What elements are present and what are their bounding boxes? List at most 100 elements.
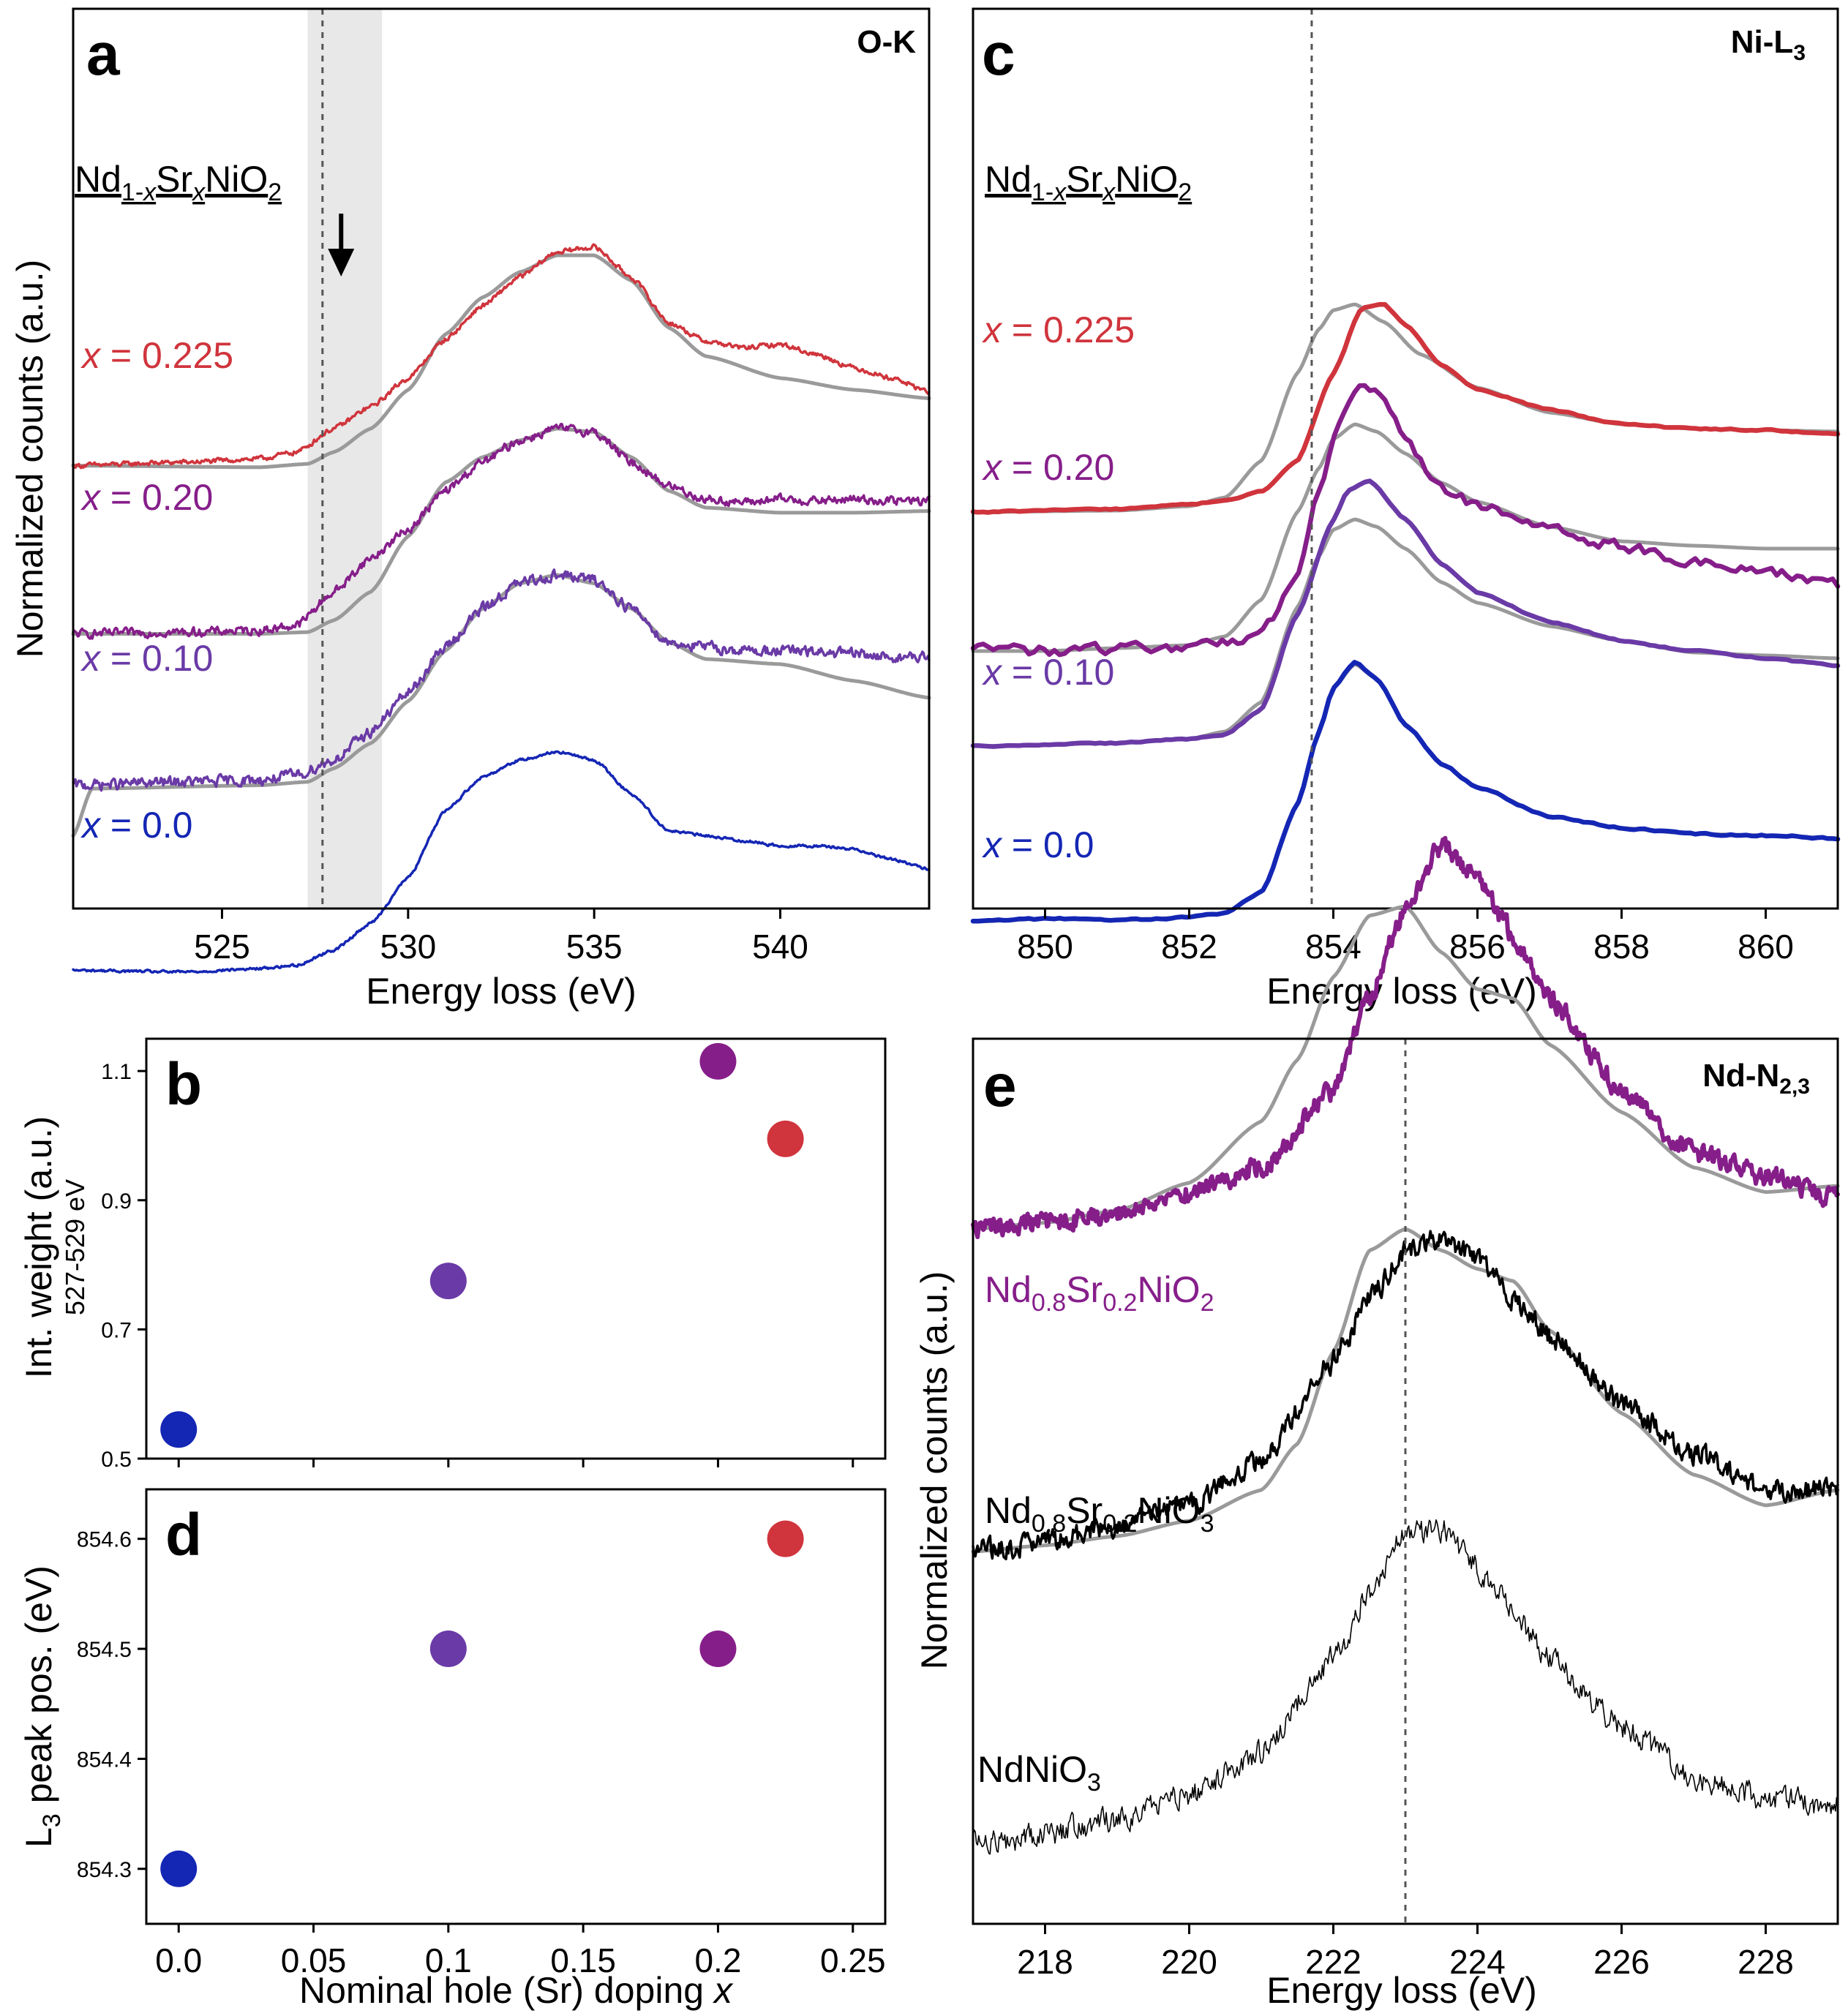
panel-c-series: [970, 301, 1841, 924]
label-x-010: x = 0.10: [80, 638, 213, 679]
x-tick-label: 0.0: [155, 1941, 202, 1979]
panel-c-x-axis-label: Energy loss (eV): [1266, 971, 1537, 1012]
panel-b-x-ticks: [177, 1459, 854, 1467]
panel-e-frame: [972, 1037, 1839, 1925]
x-tick-label: 228: [1738, 1943, 1794, 1981]
series-x-0-0: [72, 750, 931, 974]
label-x-0225: x = 0.225: [982, 309, 1135, 350]
x-tick-label: 525: [194, 928, 250, 966]
panel-b-y-ticks: 0.5 0.7 0.9 1.1: [101, 1060, 146, 1472]
series-x-0-10: [970, 478, 1841, 749]
data-point: [767, 1520, 804, 1557]
panel-e-title: Nd-N2,3: [1702, 1058, 1810, 1099]
y-tick-label: 854.6: [77, 1528, 132, 1552]
panel-letter-c: c: [982, 21, 1015, 88]
x-tick-label: 0.1: [425, 1941, 472, 1979]
x-tick-label: 530: [380, 928, 436, 966]
label-nd08sr02nio2: Nd0.8Sr0.2NiO2: [985, 1269, 1214, 1317]
label-ndnio3: NdNiO3: [977, 1749, 1101, 1797]
series-nd0-8sr0-2nio2: [971, 835, 1840, 1239]
panel-a-x-ticks: 525 530 535 540: [194, 909, 808, 966]
x-tick-label: 220: [1161, 1943, 1217, 1981]
panel-letter-e: e: [983, 1053, 1017, 1119]
label-x-020: x = 0.20: [982, 447, 1114, 488]
panel-e-y-axis-label: Normalized counts (a.u.): [914, 1271, 955, 1670]
label-x-020: x = 0.20: [80, 477, 213, 518]
label-nd08sr02nio3: Nd0.8Sr0.2NiO3: [985, 1490, 1214, 1538]
series-x-0-20: [970, 383, 1841, 658]
panel-c-title: Ni-L3: [1731, 24, 1806, 65]
panel-d-x-axis-label: Nominal hole (Sr) doping x: [299, 1970, 734, 2011]
x-tick-label: 222: [1305, 1943, 1361, 1981]
panel-e-x-axis-label: Energy loss (eV): [1266, 1970, 1537, 2011]
x-tick-label: 224: [1449, 1943, 1506, 1981]
series-x-0-225: [72, 243, 931, 470]
down-arrow-icon: [328, 214, 355, 277]
x-tick-label: 0.05: [281, 1941, 347, 1979]
panel-b-points: [160, 1042, 804, 1448]
reference-curve-0: [71, 253, 931, 470]
data-point: [429, 1263, 467, 1300]
panel-c-ni-l3: 850 852 854 856 858 860 c Ni-L3 Nd1-xSrxNiO2 …: [970, 7, 1841, 1012]
label-x-00: x = 0.0: [982, 824, 1094, 865]
data-point: [160, 1850, 198, 1887]
x-tick-label: 856: [1449, 928, 1506, 966]
panel-a-compound-label: Nd1-xSrxNiO2: [75, 159, 282, 206]
y-tick-label: 0.9: [101, 1189, 132, 1214]
label-x-010: x = 0.10: [982, 652, 1114, 693]
panel-a-y-axis-label: Normalized counts (a.u.): [10, 260, 50, 658]
x-tick-label: 226: [1593, 1943, 1650, 1981]
panel-a-frame: [72, 7, 931, 910]
label-x-0225: x = 0.225: [80, 335, 233, 376]
panel-letter-b: b: [165, 1051, 202, 1118]
panel-letter-a: a: [86, 21, 121, 88]
panel-c-compound-label: Nd1-xSrxNiO2: [985, 159, 1192, 206]
label-x-00: x = 0.0: [80, 805, 193, 846]
panel-c-reference-curves: [971, 302, 1840, 924]
panel-b-int-weight: 0.5 0.7 0.9 1.1 b Int. weight (a.u.) 527-52…: [18, 1037, 887, 1472]
y-tick-label: 854.4: [77, 1748, 132, 1772]
x-tick-label: 0.15: [550, 1941, 616, 1979]
panel-a-title: O-K: [857, 24, 916, 60]
y-tick-label: 854.5: [77, 1638, 132, 1662]
y-tick-label: 0.5: [101, 1448, 132, 1472]
panel-c-x-ticks: 850 852 854 856 858 860: [1017, 909, 1794, 966]
x-tick-label: 860: [1738, 928, 1794, 966]
data-point: [160, 1411, 198, 1448]
panel-a-x-axis-label: Energy loss (eV): [366, 971, 636, 1012]
y-tick-label: 0.7: [101, 1318, 132, 1342]
panel-b-y-axis-sublabel: 527-529 eV: [60, 1179, 90, 1315]
series-x-0-20: [72, 423, 931, 640]
series-x-0-225: [970, 301, 1841, 515]
panel-a-series: [72, 243, 931, 974]
y-tick-label: 854.3: [77, 1858, 132, 1882]
reference-curve-3: [971, 662, 1840, 924]
panel-b-frame: [145, 1037, 887, 1460]
reference-curve-2: [971, 517, 1840, 748]
panel-d-y-axis-label: L3 peak pos. (eV): [18, 1565, 66, 1848]
panel-a-o-k: 525 530 535 540 a O-K Nd1-xSrxNiO2 x = 0.22…: [10, 7, 931, 1012]
panel-letter-d: d: [165, 1502, 202, 1568]
x-tick-label: 540: [752, 928, 808, 966]
x-tick-label: 0.2: [694, 1941, 741, 1979]
panel-d-y-ticks: 854.3 854.4 854.5 854.6: [77, 1528, 146, 1882]
data-point: [767, 1120, 804, 1157]
panel-e-nd-n23: 218 220 222 224 226 228 e Nd-N2,3 Nd0.8Sr0.2N…: [914, 835, 1840, 2011]
reference-curve-1: [71, 426, 931, 636]
panel-d-x-ticks: 0.0 0.05 0.1 0.15 0.2 0.25: [155, 1924, 886, 1979]
y-tick-label: 1.1: [101, 1060, 132, 1084]
panel-b-y-axis-label: Int. weight (a.u.): [18, 1116, 59, 1379]
series-x-0-0: [970, 660, 1841, 924]
x-tick-label: 852: [1161, 928, 1217, 966]
x-tick-label: 0.25: [820, 1941, 886, 1979]
x-tick-label: 218: [1017, 1943, 1073, 1981]
x-tick-label: 858: [1593, 928, 1650, 966]
reference-curve-2: [71, 573, 931, 838]
data-point: [699, 1631, 737, 1668]
panel-d-frame: [145, 1488, 887, 1925]
data-point: [699, 1042, 737, 1080]
series-x-0-10: [72, 568, 931, 792]
x-tick-label: 535: [566, 928, 623, 966]
